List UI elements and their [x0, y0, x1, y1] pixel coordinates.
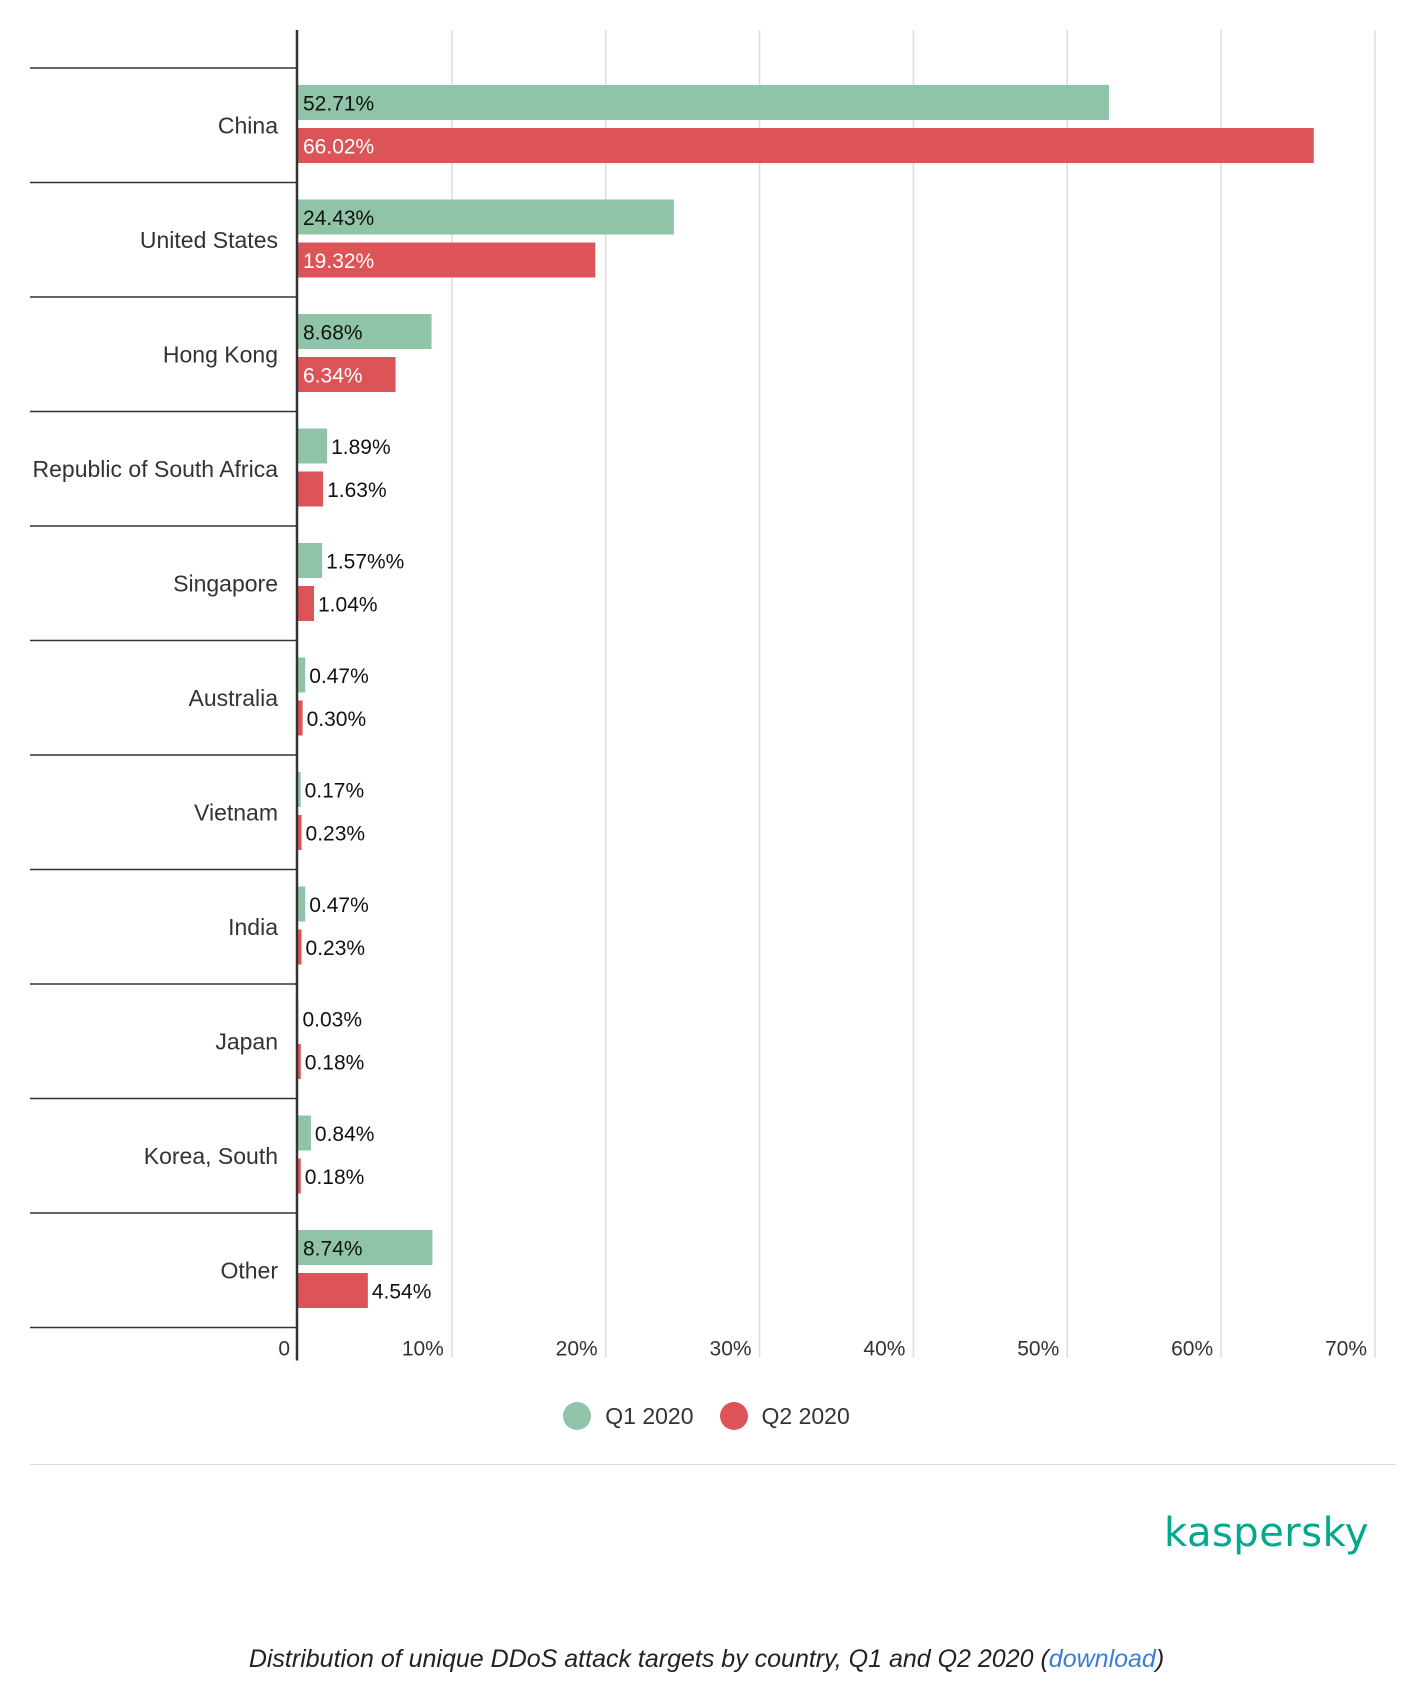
- data-label: 0.30%: [307, 708, 367, 731]
- category-label: Vietnam: [194, 799, 278, 825]
- data-label: 66.02%: [303, 136, 374, 159]
- bar-q2: [298, 357, 396, 392]
- legend-swatch-q1: [563, 1402, 592, 1430]
- bar-q2: [298, 700, 303, 736]
- bar-q2: [298, 815, 302, 850]
- bar-q1: [298, 543, 323, 578]
- legend: Q1 2020 Q2 2020: [0, 1402, 1413, 1430]
- data-label: 0.47%: [309, 894, 369, 917]
- category-label: United States: [140, 227, 278, 253]
- bar-q2: [298, 586, 315, 621]
- caption-text: Distribution of unique DDoS attack targe…: [248, 1645, 1049, 1673]
- data-label: 4.54%: [372, 1281, 432, 1304]
- bar-chart: China 52.71% 66.02% United States 24.43% 19.3…: [30, 30, 1376, 1361]
- data-label: 1.04%: [318, 594, 378, 617]
- caption-end: ): [1155, 1645, 1165, 1673]
- data-label: 0.17%: [305, 780, 365, 803]
- data-label: 1.89%: [331, 436, 391, 459]
- data-label: 0.18%: [305, 1052, 365, 1075]
- bar-q1: [298, 657, 306, 693]
- data-label: 19.32%: [303, 250, 374, 273]
- bar-q2: [298, 1158, 301, 1194]
- bar-q1: [298, 199, 674, 235]
- data-label: 1.63%: [327, 479, 387, 502]
- x-tick-label: 50%: [1017, 1338, 1059, 1361]
- bar-q1: [298, 772, 301, 807]
- category-label: Japan: [215, 1028, 278, 1054]
- data-label: 8.74%: [303, 1238, 363, 1261]
- x-tick-label: 20%: [556, 1338, 598, 1361]
- data-label: 24.43%: [303, 207, 374, 230]
- x-tick-label: 10%: [402, 1338, 444, 1361]
- bar-q2: [298, 471, 324, 507]
- category-label: Korea, South: [144, 1143, 278, 1169]
- bar-q2: [298, 929, 302, 965]
- bar-q2: [298, 1044, 301, 1079]
- data-label: 0.47%: [309, 665, 369, 688]
- data-label: 0.23%: [306, 937, 366, 960]
- x-tick-label: 70%: [1325, 1338, 1367, 1361]
- legend-item-q2[interactable]: Q2 2020: [719, 1402, 850, 1430]
- category-label: Singapore: [173, 570, 278, 596]
- data-label: 8.68%: [303, 322, 363, 345]
- bar-q1: [298, 314, 432, 349]
- bar-q1: [298, 428, 328, 464]
- bar-q1: [298, 1115, 311, 1151]
- data-label: 52.71%: [303, 93, 374, 116]
- bar-q1: [298, 1230, 433, 1265]
- legend-item-q1[interactable]: Q1 2020: [563, 1402, 694, 1430]
- category-label: Other: [220, 1257, 278, 1283]
- x-tick-label: 30%: [710, 1338, 752, 1361]
- x-tick-label: 0: [278, 1338, 290, 1361]
- category-label: Republic of South Africa: [33, 456, 279, 482]
- data-label: 0.23%: [306, 823, 366, 846]
- download-link[interactable]: download: [1048, 1645, 1156, 1673]
- bar-q2: [298, 1273, 368, 1308]
- data-label: 0.84%: [315, 1123, 375, 1146]
- data-label: 0.03%: [302, 1009, 362, 1032]
- category-label: China: [218, 112, 278, 138]
- x-tick-label: 40%: [863, 1338, 905, 1361]
- category-label: Hong Kong: [163, 341, 278, 367]
- kaspersky-logo: kaspersky: [1163, 1510, 1369, 1556]
- category-label: India: [228, 914, 278, 940]
- bar-q1: [298, 85, 1109, 120]
- bar-q2: [298, 242, 596, 278]
- legend-label-q2: Q2 2020: [761, 1402, 850, 1429]
- legend-swatch-q2: [719, 1402, 748, 1430]
- category-label: Australia: [189, 685, 279, 711]
- data-label: 1.57%%: [326, 551, 404, 574]
- chart-caption: Distribution of unique DDoS attack targe…: [0, 1645, 1413, 1674]
- data-label: 0.18%: [305, 1166, 365, 1189]
- legend-label-q1: Q1 2020: [605, 1402, 694, 1429]
- bar-q2: [298, 128, 1314, 163]
- data-label: 6.34%: [303, 365, 363, 388]
- x-tick-label: 60%: [1171, 1338, 1213, 1361]
- divider: [30, 1464, 1396, 1465]
- bar-q1: [298, 886, 306, 922]
